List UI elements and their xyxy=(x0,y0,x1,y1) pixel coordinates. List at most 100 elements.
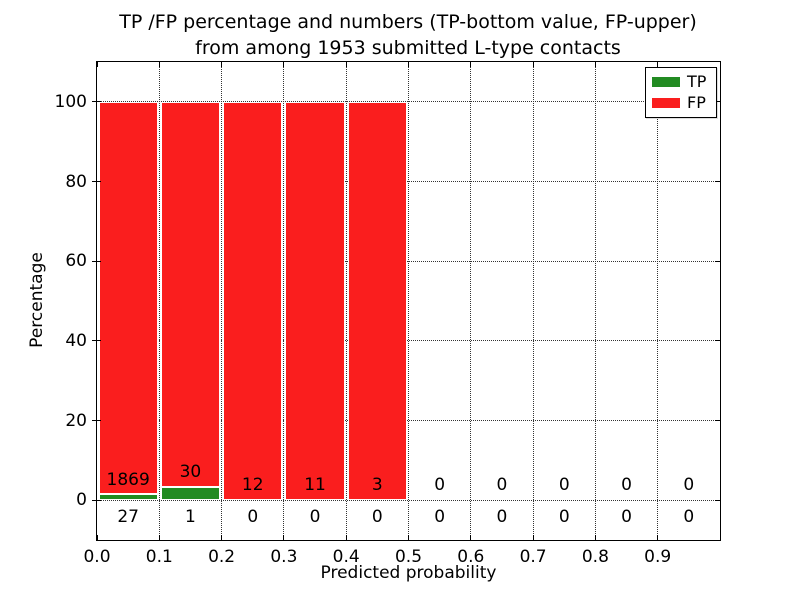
gridline-vertical xyxy=(221,62,223,540)
x-tick-bottom xyxy=(221,535,223,540)
fp-count-label: 12 xyxy=(241,475,264,496)
y-tick-right xyxy=(715,420,720,421)
gridline-vertical xyxy=(532,62,534,540)
y-tick-label: 80 xyxy=(65,171,87,192)
y-tick-label: 20 xyxy=(65,410,87,431)
x-tick-bottom xyxy=(158,535,160,540)
y-tick-right xyxy=(715,340,720,342)
tp-count-label: 0 xyxy=(247,507,259,528)
tp-legend-swatch xyxy=(652,77,680,87)
fp-bar xyxy=(347,101,407,501)
gridline-vertical xyxy=(345,62,347,540)
gridline-zero xyxy=(97,499,720,501)
gridline-vertical xyxy=(158,62,160,540)
x-tick-top xyxy=(532,62,534,67)
y-tick-left xyxy=(92,420,101,421)
x-tick-label: 0.9 xyxy=(644,547,672,567)
legend: TP FP xyxy=(645,67,717,118)
fp-count-label: 0 xyxy=(434,475,446,496)
y-tick-label: 60 xyxy=(65,251,87,272)
fp-count-label: 0 xyxy=(683,475,695,496)
fp-legend-swatch xyxy=(652,98,680,108)
y-tick-label: 100 xyxy=(54,91,87,112)
tp-count-label: 0 xyxy=(496,507,508,528)
x-tick-bottom xyxy=(96,535,98,540)
fp-legend-label: FP xyxy=(687,93,706,112)
chart-title: TP /FP percentage and numbers (TP-bottom… xyxy=(80,9,736,61)
gridline-vertical xyxy=(408,62,409,540)
y-tick-left xyxy=(92,181,101,182)
gridline-vertical xyxy=(657,62,659,540)
tp-count-label: 0 xyxy=(558,507,570,528)
x-tick-top xyxy=(345,62,347,67)
x-tick-bottom xyxy=(532,535,534,540)
y-tick-left xyxy=(92,340,101,342)
gridline-vertical xyxy=(283,62,285,540)
x-tick-top xyxy=(96,62,98,67)
x-tick-label: 0.6 xyxy=(457,547,485,567)
y-tick-left xyxy=(92,101,101,103)
fp-count-label: 0 xyxy=(496,475,508,496)
y-tick-right xyxy=(715,101,720,103)
x-tick-label: 0.3 xyxy=(270,547,298,567)
fp-bar xyxy=(223,101,283,501)
fp-count-label: 11 xyxy=(304,475,326,496)
fp-bar xyxy=(285,101,345,501)
y-axis-label: Percentage xyxy=(27,252,47,348)
x-tick-bottom xyxy=(657,535,659,540)
y-tick-right xyxy=(715,499,720,501)
x-tick-top xyxy=(470,62,472,67)
tp-count-label: 0 xyxy=(434,507,446,528)
tp-bar xyxy=(160,487,221,501)
y-tick-left xyxy=(92,260,101,262)
x-tick-top xyxy=(283,62,285,67)
tp-count-label: 0 xyxy=(309,507,321,528)
fp-count-label: 0 xyxy=(621,475,632,496)
tp-count-label: 0 xyxy=(683,507,695,528)
x-tick-label: 0.4 xyxy=(332,547,360,567)
gridline-horizontal xyxy=(97,420,720,421)
y-tick-left xyxy=(92,499,101,501)
chart-title-line1: TP /FP percentage and numbers (TP-bottom… xyxy=(119,11,697,33)
gridline-horizontal xyxy=(97,260,720,262)
fp-count-label: 30 xyxy=(179,462,202,483)
x-tick-bottom xyxy=(594,535,596,540)
x-tick-top xyxy=(158,62,160,67)
plot-area: 1869 27 30 1 12 0 11 0 3 0 0 0 0 0 0 0 0 0 0 0 0.0 0.1 0.2 0.3 0… xyxy=(55,61,721,567)
gridline-horizontal xyxy=(97,181,720,182)
fp-count-label: 1869 xyxy=(106,469,150,490)
chart-title-line2: from among 1953 submitted L-type contact… xyxy=(195,37,621,59)
x-tick-bottom xyxy=(470,535,472,540)
fp-bar xyxy=(98,101,158,495)
tp-legend-label: TP xyxy=(687,72,707,91)
gridline-vertical xyxy=(470,62,472,540)
gridline-horizontal xyxy=(97,101,720,103)
tp-count-label: 0 xyxy=(621,507,632,528)
x-tick-label: 0.0 xyxy=(83,547,111,567)
x-tick-bottom xyxy=(345,535,347,540)
x-tick-bottom xyxy=(283,535,285,540)
y-tick-right xyxy=(715,181,720,182)
x-tick-label: 0.7 xyxy=(519,547,547,567)
gridline-horizontal xyxy=(97,340,720,342)
x-axis-label: Predicted probability xyxy=(320,563,497,583)
x-tick-bottom xyxy=(408,535,409,540)
y-tick-label: 0 xyxy=(76,490,87,511)
fp-bar xyxy=(160,101,221,488)
x-tick-top xyxy=(657,62,659,67)
gridline-vertical xyxy=(594,62,596,540)
x-tick-label: 0.5 xyxy=(394,547,423,567)
legend-item-fp: FP xyxy=(652,95,709,111)
x-tick-label: 0.2 xyxy=(208,547,236,567)
tp-count-label: 1 xyxy=(185,507,196,528)
x-tick-label: 0.8 xyxy=(581,547,609,567)
y-tick-label: 40 xyxy=(65,330,87,351)
x-tick-top xyxy=(594,62,596,67)
x-tick-top xyxy=(221,62,223,67)
fp-count-label: 0 xyxy=(558,475,570,496)
x-tick-top xyxy=(408,62,409,67)
fp-count-label: 3 xyxy=(371,475,383,496)
tp-count-label: 27 xyxy=(117,507,139,528)
legend-item-tp: TP xyxy=(652,74,709,90)
